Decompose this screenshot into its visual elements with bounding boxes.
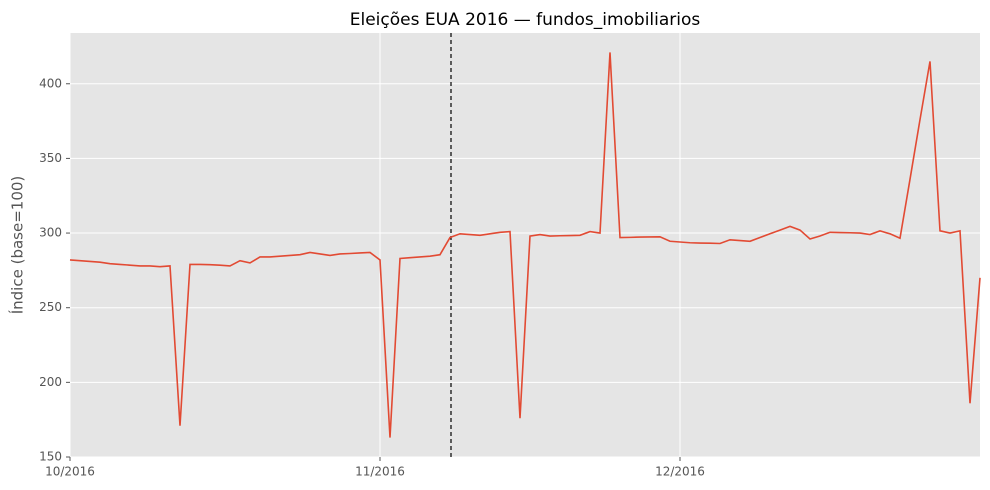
y-tick-label: 150 [39, 450, 62, 464]
chart-title: Eleições EUA 2016 — fundos_imobiliarios [350, 10, 701, 30]
y-tick-label: 300 [39, 226, 62, 240]
y-tick-label: 200 [39, 375, 62, 389]
plot-area [70, 33, 980, 457]
x-tick-label: 11/2016 [355, 465, 405, 479]
y-tick-label: 400 [39, 76, 62, 90]
x-tick-label: 12/2016 [655, 465, 705, 479]
y-tick-label: 250 [39, 300, 62, 314]
y-tick-label: 350 [39, 151, 62, 165]
y-axis-label: Índice (base=100) [8, 176, 27, 315]
x-tick-label: 10/2016 [45, 465, 95, 479]
grid [69, 33, 980, 458]
data-line [69, 52, 981, 438]
